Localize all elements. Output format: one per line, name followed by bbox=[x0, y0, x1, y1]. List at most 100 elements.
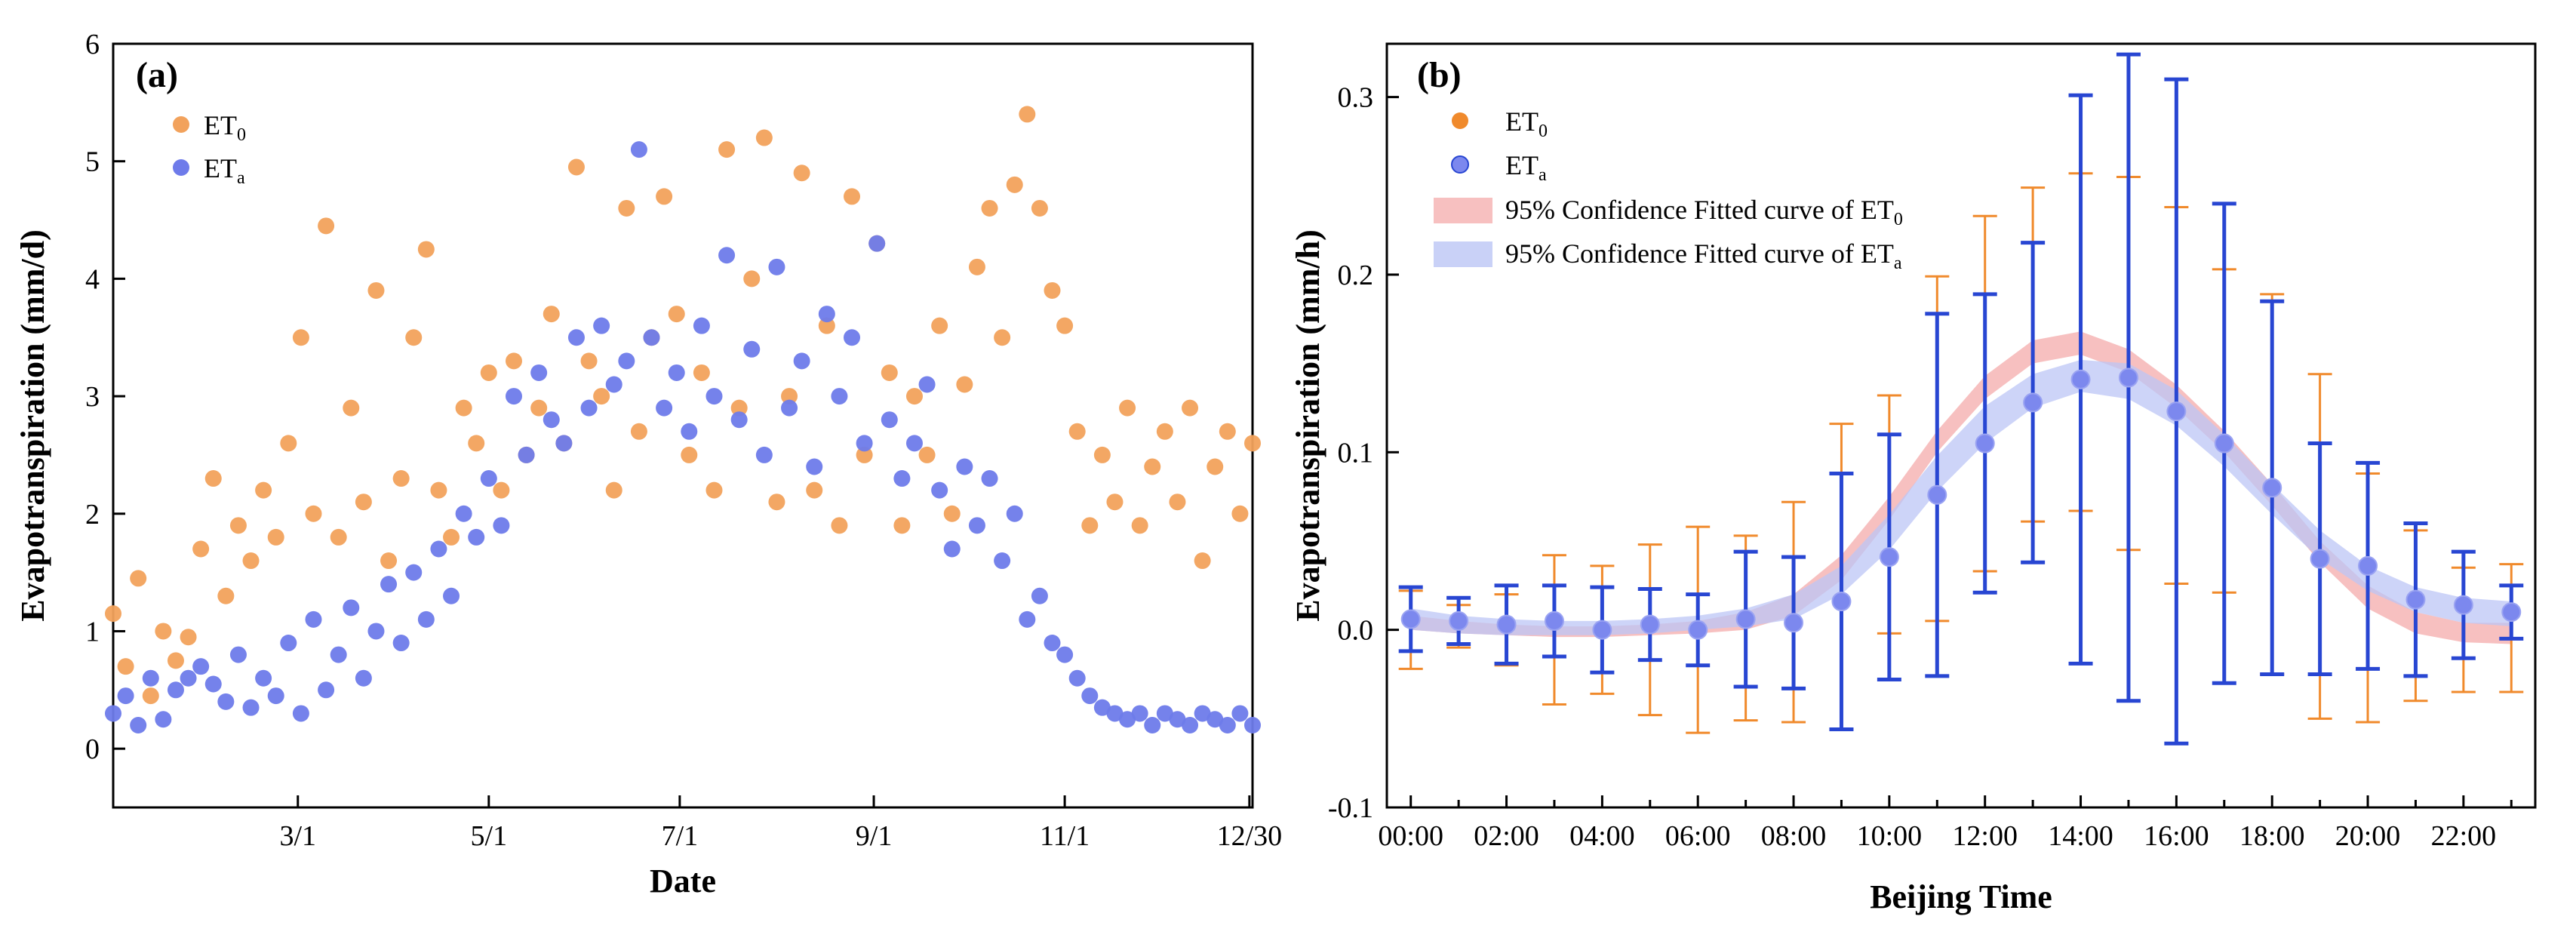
a-point-eta bbox=[831, 388, 848, 405]
a-point-eta bbox=[130, 717, 147, 734]
a-point-et0 bbox=[881, 364, 898, 381]
a-y-tick-label: 2 bbox=[85, 499, 100, 530]
b-x-tick-label: 00:00 bbox=[1378, 820, 1443, 852]
panel-b-error-bars bbox=[1398, 52, 2524, 746]
a-point-et0 bbox=[318, 217, 335, 235]
a-point-eta bbox=[105, 705, 121, 722]
a-point-et0 bbox=[455, 399, 472, 417]
b-point-eta bbox=[2166, 401, 2187, 422]
a-point-et0 bbox=[580, 352, 598, 370]
a-point-et0 bbox=[417, 241, 435, 258]
a-point-eta bbox=[468, 528, 485, 546]
a-point-eta bbox=[217, 693, 235, 710]
a-point-et0 bbox=[806, 481, 823, 499]
b-band-et0 bbox=[1410, 331, 2512, 644]
a-point-eta bbox=[1106, 705, 1124, 722]
a-point-eta bbox=[1144, 717, 1161, 734]
b-point-eta bbox=[2453, 595, 2473, 615]
a-point-et0 bbox=[605, 481, 622, 499]
b-y-tick-label: 0.0 bbox=[1338, 615, 1374, 647]
a-point-eta bbox=[705, 388, 723, 405]
a-point-et0 bbox=[931, 317, 948, 334]
a-point-eta bbox=[1169, 711, 1186, 728]
legend-et0-marker bbox=[173, 116, 189, 133]
b-point-eta bbox=[1784, 613, 1804, 633]
a-point-et0 bbox=[793, 165, 810, 182]
a-point-et0 bbox=[994, 329, 1011, 346]
a-point-et0 bbox=[105, 605, 121, 623]
a-point-eta bbox=[806, 458, 823, 475]
legend-b-ci-et0-label: 95% Confidence Fitted curve of ET0 bbox=[1505, 195, 1903, 229]
a-point-et0 bbox=[543, 306, 560, 323]
b-y-tick-label: 0.3 bbox=[1338, 82, 1374, 114]
a-point-eta bbox=[1056, 646, 1074, 663]
panel-b-confidence-bands bbox=[1410, 331, 2512, 644]
a-point-et0 bbox=[1144, 458, 1161, 475]
a-point-eta bbox=[204, 675, 222, 693]
a-point-et0 bbox=[668, 306, 685, 323]
a-point-et0 bbox=[142, 687, 159, 705]
b-point-eta bbox=[1927, 484, 1947, 505]
a-point-et0 bbox=[981, 199, 998, 217]
a-point-et0 bbox=[781, 388, 798, 405]
a-point-eta bbox=[430, 540, 447, 558]
b-y-tick-label: 0.1 bbox=[1338, 437, 1374, 469]
a-point-eta bbox=[142, 669, 159, 687]
panel-b-x-axis-title: Beijing Time bbox=[1870, 878, 2052, 915]
a-point-eta bbox=[417, 610, 435, 628]
a-point-eta bbox=[956, 458, 973, 475]
a-point-eta bbox=[330, 646, 347, 663]
a-point-eta bbox=[455, 505, 472, 522]
a-point-et0 bbox=[280, 435, 297, 452]
b-point-eta bbox=[1688, 620, 1708, 640]
a-point-eta bbox=[981, 470, 998, 487]
a-point-eta bbox=[730, 411, 748, 429]
a-point-eta bbox=[868, 235, 886, 252]
a-point-et0 bbox=[1019, 106, 1036, 123]
a-point-eta bbox=[305, 610, 322, 628]
a-point-eta bbox=[656, 399, 673, 417]
a-point-eta bbox=[1031, 587, 1048, 604]
a-point-eta bbox=[593, 317, 610, 334]
a-point-eta bbox=[443, 587, 460, 604]
b-x-tick-label: 06:00 bbox=[1665, 820, 1731, 852]
a-point-eta bbox=[918, 376, 936, 393]
b-point-eta bbox=[1592, 620, 1612, 640]
b-x-tick-label: 10:00 bbox=[1857, 820, 1923, 852]
a-point-et0 bbox=[743, 270, 761, 288]
a-point-et0 bbox=[718, 141, 736, 158]
b-x-tick-label: 14:00 bbox=[2048, 820, 2113, 852]
a-point-et0 bbox=[956, 376, 973, 393]
b-x-tick-label: 08:00 bbox=[1761, 820, 1827, 852]
a-point-et0 bbox=[755, 129, 773, 146]
a-point-et0 bbox=[1244, 435, 1261, 452]
a-point-et0 bbox=[167, 652, 184, 669]
panel-a-points bbox=[105, 106, 1261, 734]
b-point-eta bbox=[1640, 614, 1660, 635]
a-point-eta bbox=[280, 635, 297, 652]
a-point-eta bbox=[367, 623, 385, 640]
a-point-eta bbox=[931, 481, 948, 499]
panel-b-label: (b) bbox=[1417, 55, 1462, 95]
a-point-et0 bbox=[1182, 399, 1199, 417]
a-point-eta bbox=[630, 141, 647, 158]
a-point-et0 bbox=[618, 199, 635, 217]
legend-b-ci-eta-swatch bbox=[1434, 241, 1492, 267]
a-x-tick-label: 9/1 bbox=[856, 820, 893, 852]
legend-eta-marker bbox=[173, 159, 189, 176]
a-point-et0 bbox=[305, 505, 322, 522]
b-y-tick-label: 0.2 bbox=[1338, 260, 1374, 291]
a-point-et0 bbox=[943, 505, 961, 522]
panel-b-chart: -0.1 0.0 0.1 0.2 0.3 00:00 02:00 04:00 06:00 08:0… bbox=[1290, 42, 2537, 915]
legend-b-ci-et0-swatch bbox=[1434, 198, 1492, 223]
b-point-eta bbox=[2070, 369, 2091, 389]
b-point-eta bbox=[2405, 589, 2426, 610]
a-point-eta bbox=[530, 364, 548, 381]
b-point-eta bbox=[2023, 392, 2043, 413]
a-point-eta bbox=[1231, 705, 1249, 722]
a-point-et0 bbox=[367, 281, 385, 299]
a-point-et0 bbox=[255, 481, 272, 499]
a-y-tick-label: 5 bbox=[85, 146, 100, 178]
a-y-tick-label: 1 bbox=[85, 616, 100, 647]
a-point-et0 bbox=[918, 446, 936, 463]
